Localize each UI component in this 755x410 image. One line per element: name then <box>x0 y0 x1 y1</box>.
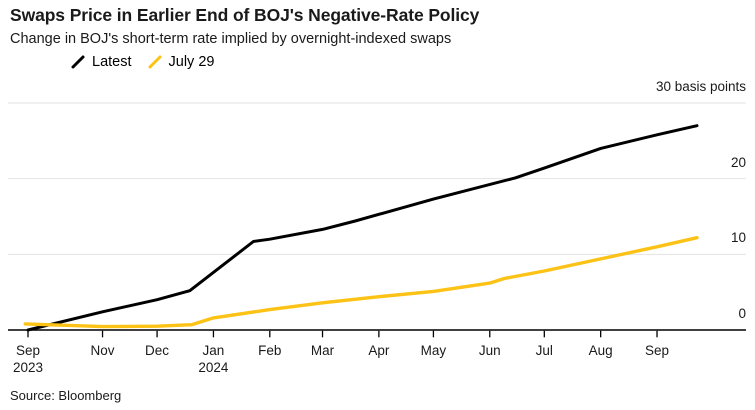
month-label: Sep <box>645 343 670 358</box>
x-axis-label: Jul <box>520 342 568 359</box>
y-axis-label: 20 <box>730 154 746 170</box>
year-label: 2024 <box>198 360 229 375</box>
month-label: Sep <box>15 343 41 358</box>
month-label: Apr <box>368 343 390 358</box>
y-axis-label: 10 <box>730 230 746 246</box>
x-axis-label: Dec <box>133 342 181 359</box>
legend: Latest July 29 <box>70 54 214 70</box>
month-label: Aug <box>588 343 613 358</box>
series-line-july-29 <box>23 235 699 329</box>
series-line-latest <box>26 124 699 332</box>
x-axis-label: Mar <box>299 342 347 359</box>
legend-item-july-29: July 29 <box>147 54 215 70</box>
source-note: Source: Bloomberg <box>10 388 122 403</box>
x-axis-label: Aug <box>577 342 625 359</box>
month-label: Feb <box>258 343 282 358</box>
chart-title: Swaps Price in Earlier End of BOJ's Nega… <box>10 5 480 25</box>
chart-subtitle: Change in BOJ's short-term rate implied … <box>10 31 452 47</box>
line-swatch-icon <box>71 55 85 69</box>
x-axis-label: Sep <box>633 342 681 359</box>
month-label: Dec <box>145 343 170 358</box>
month-label: Jan <box>202 343 225 358</box>
line-swatch-icon <box>148 55 161 69</box>
month-label: Jul <box>535 343 553 358</box>
x-axis-label: May <box>409 342 457 359</box>
y-axis-label: 30 basis points <box>655 78 746 94</box>
x-axis-label: Apr <box>355 342 403 359</box>
x-axis-label: Nov <box>79 342 127 359</box>
year-label: 2023 <box>12 360 44 375</box>
legend-label: July 29 <box>168 54 215 70</box>
month-label: May <box>420 343 447 358</box>
x-axis-label: Sep 2023 <box>4 342 52 376</box>
x-axis-label: Feb <box>246 342 294 359</box>
x-axis-label: Jun <box>466 342 514 359</box>
month-label: Nov <box>90 343 115 358</box>
month-label: Jun <box>478 343 501 358</box>
legend-label: Latest <box>92 54 132 70</box>
y-axis-label: 0 <box>738 306 746 321</box>
month-label: Mar <box>310 343 335 358</box>
x-axis-label: Jan 2024 <box>189 342 237 376</box>
legend-item-latest: Latest <box>70 54 132 70</box>
